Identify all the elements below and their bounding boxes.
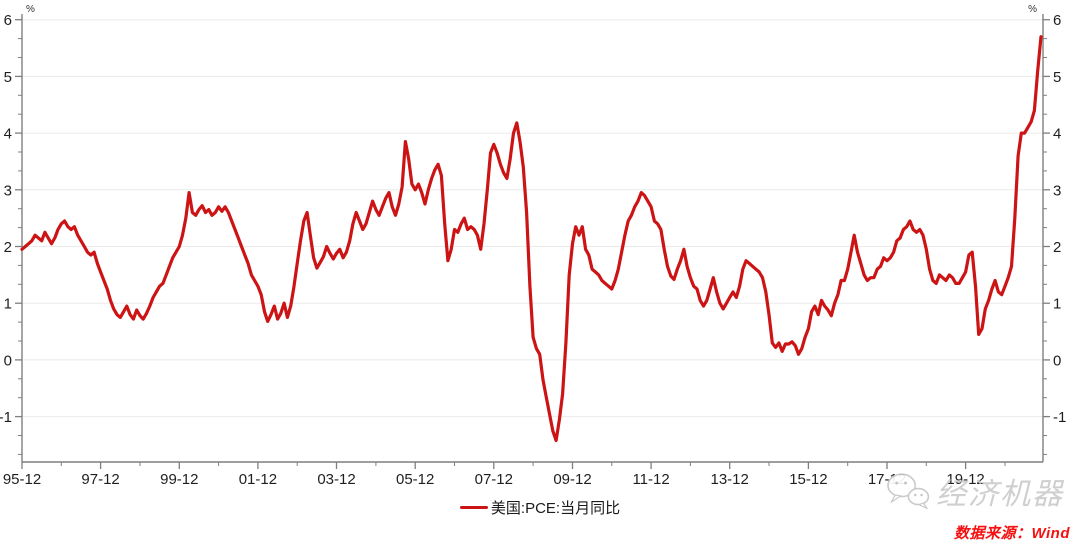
legend: 美国:PCE:当月同比	[0, 497, 1080, 517]
x-tick-label: 95-12	[3, 471, 41, 488]
y-tick-label-right: 0	[1053, 352, 1061, 369]
x-tick-label: 07-12	[475, 471, 513, 488]
x-tick-label: 19-12	[946, 471, 984, 488]
x-tick-label: 15-12	[789, 471, 827, 488]
x-tick-label: 01-12	[239, 471, 277, 488]
x-tick-label: 99-12	[160, 471, 198, 488]
y-tick-label-left: 5	[4, 69, 12, 86]
x-tick-label: 09-12	[553, 471, 591, 488]
data-source-note: 数据来源：Wind	[953, 525, 1070, 542]
y-tick-label-right: 6	[1053, 12, 1061, 29]
y-tick-label-left: 0	[4, 352, 12, 369]
x-tick-label: 13-12	[711, 471, 749, 488]
x-tick-label: 03-12	[317, 471, 355, 488]
y-tick-label-right: 1	[1053, 296, 1061, 313]
y-tick-label-left: -1	[0, 409, 12, 426]
legend-line-swatch	[459, 505, 488, 509]
y-tick-label-right: 2	[1053, 239, 1061, 256]
x-tick-label: 97-12	[81, 471, 119, 488]
x-tick-label: 11-12	[632, 471, 669, 488]
y-tick-label-left: 6	[4, 12, 12, 29]
y-unit-label-right: %	[1028, 4, 1037, 15]
x-tick-label: 17-12	[868, 471, 906, 488]
y-tick-label-left: 4	[4, 126, 12, 143]
y-tick-label-left: 2	[4, 239, 12, 256]
y-tick-label-right: -1	[1053, 409, 1066, 426]
y-unit-label-left: %	[26, 4, 35, 15]
legend-label: 美国:PCE:当月同比	[490, 499, 621, 517]
series-line-pce-yoy	[20, 35, 1043, 443]
y-tick-label-right: 3	[1053, 182, 1061, 199]
y-tick-label-right: 4	[1053, 126, 1061, 143]
x-tick-label: 05-12	[396, 471, 434, 488]
y-tick-label-left: 1	[4, 296, 12, 313]
y-tick-label-right: 5	[1053, 69, 1061, 86]
y-tick-label-left: 3	[4, 182, 12, 199]
